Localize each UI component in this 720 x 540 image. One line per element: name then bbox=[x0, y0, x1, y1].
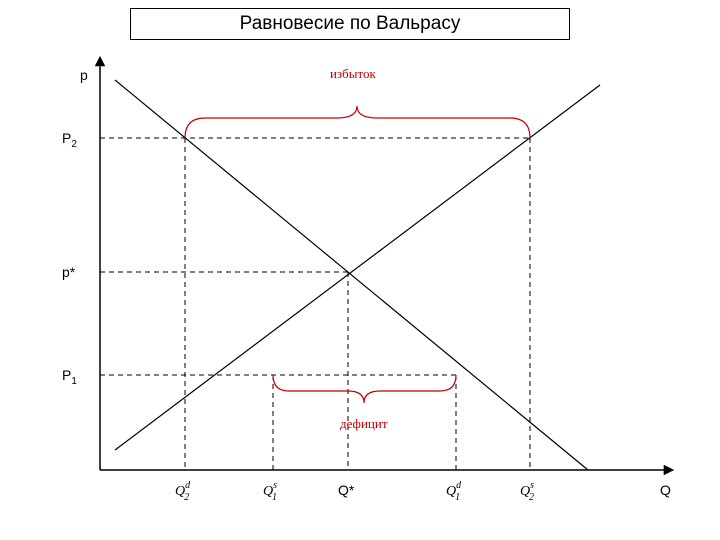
q1d-label: Qd1 bbox=[446, 480, 462, 503]
deficit-label: дефицит bbox=[340, 416, 388, 431]
p2-label: P2 bbox=[62, 130, 77, 150]
q-axis-label: Q bbox=[660, 482, 671, 498]
p1-label: P1 bbox=[62, 367, 77, 387]
pstar-label: p* bbox=[62, 264, 76, 280]
diagram-svg: p Q P2 p* P1 Qd2 Qs1 Q* Qd1 Qs2 избыток … bbox=[0, 0, 720, 540]
surplus-brace bbox=[185, 106, 530, 138]
q2d-label: Qd2 bbox=[175, 480, 191, 503]
q2s-label: Qs2 bbox=[520, 480, 534, 503]
p-axis-label: p bbox=[80, 67, 88, 83]
qstar-label: Q* bbox=[338, 482, 355, 498]
deficit-brace bbox=[273, 375, 456, 403]
surplus-label: избыток bbox=[330, 66, 376, 81]
q1s-label: Qs1 bbox=[263, 480, 277, 503]
